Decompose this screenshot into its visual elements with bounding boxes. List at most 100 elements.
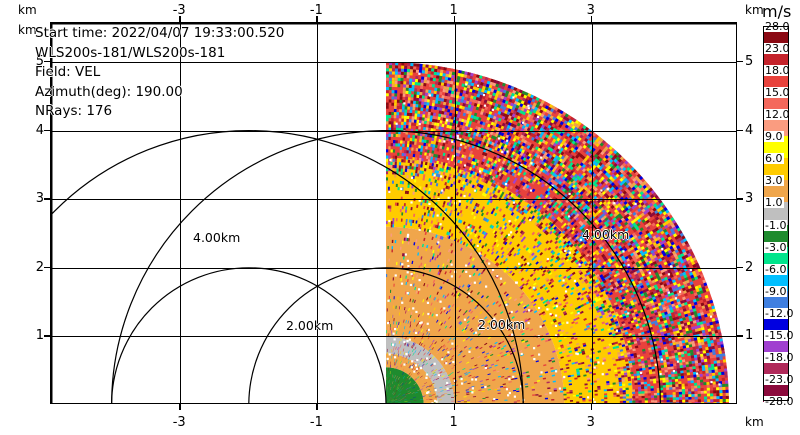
radar-gate	[581, 361, 585, 365]
radar-gate	[459, 350, 463, 354]
radar-gate	[595, 193, 600, 198]
radar-gate	[500, 246, 504, 251]
radar-gate	[456, 327, 459, 331]
radar-gate	[594, 393, 598, 396]
radar-gate	[449, 387, 453, 389]
radar-gate	[614, 341, 619, 345]
radar-gate	[698, 330, 703, 334]
radar-gate	[654, 295, 659, 299]
radar-gate	[539, 222, 544, 226]
radar-gate	[667, 236, 672, 241]
radar-gate	[660, 284, 665, 288]
radar-gate	[467, 382, 471, 385]
radar-gate	[605, 291, 610, 295]
radar-gate	[690, 274, 695, 279]
radar-gate	[574, 348, 578, 352]
radar-gate	[644, 182, 650, 188]
radar-gate	[476, 291, 480, 295]
radar-gate	[666, 247, 671, 252]
radar-gate	[679, 318, 683, 322]
radar-gate	[669, 280, 674, 285]
radar-gate	[565, 171, 570, 176]
radar-gate	[643, 238, 648, 243]
radar-gate	[586, 296, 591, 300]
radar-sector	[386, 62, 729, 403]
radar-gate	[602, 148, 607, 153]
radar-gate	[648, 303, 652, 307]
radar-gate	[671, 230, 676, 235]
radar-gate	[662, 222, 667, 227]
radar-gate	[498, 303, 502, 307]
radar-gate	[713, 323, 717, 328]
radar-gate	[652, 207, 657, 212]
radar-gate	[631, 389, 636, 392]
radar-gate	[702, 332, 706, 337]
radar-gate	[566, 208, 571, 213]
radar-gate	[667, 350, 672, 355]
radar-gate	[582, 397, 586, 400]
radar-gate	[616, 347, 620, 351]
radar-gate	[477, 272, 481, 277]
radar-gate	[504, 257, 508, 262]
radar-gate	[573, 185, 578, 190]
radar-gate	[681, 278, 686, 283]
radar-gate	[654, 209, 659, 215]
radar-gate	[707, 402, 711, 403]
radar-gate	[522, 304, 526, 308]
radar-gate	[622, 190, 627, 195]
radar-gate	[501, 366, 506, 369]
radar-gate	[637, 241, 642, 246]
radar-gate	[613, 318, 618, 323]
radar-gate	[651, 211, 656, 216]
radar-gate	[661, 349, 665, 353]
radar-gate	[687, 275, 692, 280]
radar-gate	[513, 344, 517, 347]
radar-gate	[613, 273, 618, 278]
radar-gate	[553, 165, 558, 170]
radar-gate	[665, 338, 669, 342]
radar-gate	[667, 293, 672, 297]
radar-gate	[668, 356, 673, 360]
radar-gate	[639, 337, 643, 341]
radar-gate	[644, 360, 648, 364]
radar-gate	[709, 299, 714, 304]
radar-gate	[455, 345, 459, 348]
radar-gate	[612, 382, 616, 385]
radar-gate	[520, 286, 524, 290]
radar-gate	[629, 400, 633, 403]
radar-gate	[615, 160, 620, 165]
radar-gate	[687, 246, 692, 251]
radar-gate	[488, 393, 492, 395]
radar-gate	[577, 305, 582, 309]
radar-gate	[578, 216, 583, 221]
radar-gate	[663, 228, 668, 233]
radar-gate	[697, 294, 702, 298]
radar-gate	[648, 241, 653, 246]
radar-gate	[597, 144, 602, 149]
radar-gate	[669, 258, 674, 263]
radar-gate	[584, 386, 589, 389]
radar-gate	[676, 274, 681, 279]
radar-gate	[637, 224, 643, 229]
radar-gate	[656, 329, 661, 334]
radar-gate	[569, 166, 574, 171]
radar-gate	[451, 397, 455, 399]
radar-gate	[600, 328, 605, 332]
radar-gate	[670, 320, 674, 325]
radar-gate	[579, 288, 583, 293]
radar-gate	[635, 243, 640, 248]
radar-gate	[576, 371, 580, 375]
radar-gate	[661, 215, 667, 220]
radar-gate	[580, 348, 585, 352]
radar-gate	[613, 316, 617, 321]
radar-gate	[618, 381, 623, 385]
radar-gate	[615, 151, 620, 157]
radar-gate	[662, 328, 667, 332]
radar-gate	[624, 192, 629, 197]
radar-gate	[447, 323, 450, 327]
radar-gate	[644, 202, 649, 207]
radar-gate	[617, 245, 622, 250]
radar-gate	[699, 333, 703, 337]
radar-gate	[587, 364, 592, 367]
radar-gate	[477, 323, 481, 327]
